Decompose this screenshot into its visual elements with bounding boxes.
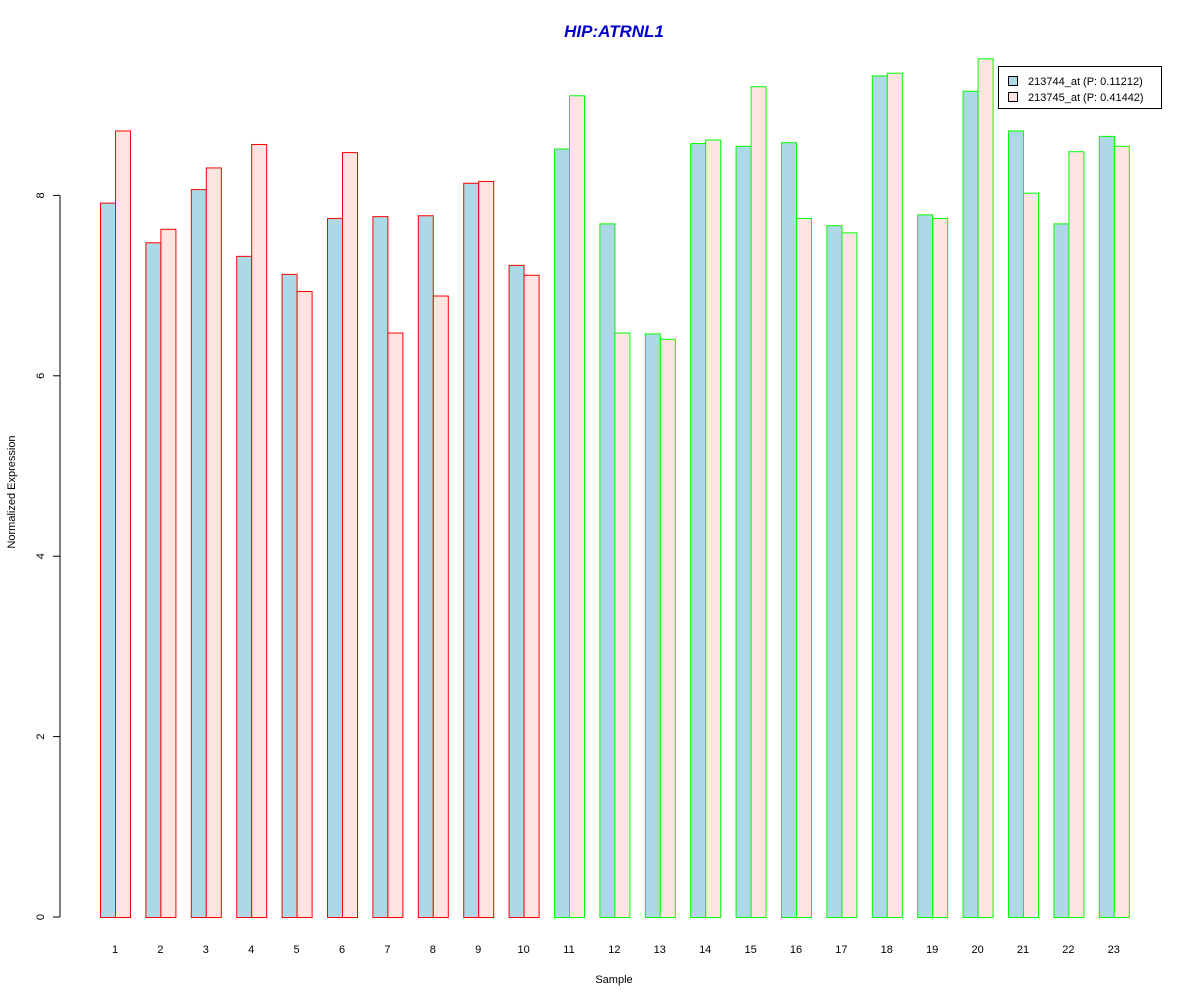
bar-series-1-sample-4 [236,255,253,919]
bar-series-2-sample-11 [569,95,585,918]
x-axis-tick-labels: 1 2 3 4 5 6 7 8 9 10 11 12 13 14 15 16 17 18 19 20 21 22 23 [112,944,1120,956]
x-tick-label: 5 [294,944,300,956]
bar-series-1-sample-15 [735,145,752,919]
bar-series-2-sample-22 [1068,151,1085,918]
x-axis-label: Sample [595,974,632,986]
x-tick-label: 22 [1062,944,1074,956]
bar-series-2-sample-20 [977,58,994,918]
bar-series-2-sample-18 [886,72,903,918]
bar-series-2-sample-8 [432,295,449,919]
x-tick-label: 21 [1017,944,1029,956]
bar-series-1-sample-18 [871,75,888,918]
bar-series-2-sample-1 [115,130,131,918]
x-tick-label: 4 [248,944,254,956]
bar-series-1-sample-19 [917,214,934,919]
bar-series [100,58,1130,919]
bar-series-1-sample-16 [781,142,797,918]
bar-series-1-sample-13 [644,333,661,918]
legend-label-2: 213745_at (P: 0.41442) [1028,92,1144,104]
legend-label-1: 213744_at (P: 0.11212) [1028,76,1143,88]
bar-series-1-sample-17 [826,225,843,918]
bar-series-2-sample-14 [705,139,722,918]
x-tick-label: 20 [971,944,983,956]
bar-series-1-sample-8 [417,215,434,918]
bar-series-2-sample-12 [614,332,631,918]
y-axis: 0 2 4 6 8 [35,192,61,920]
x-tick-label: 7 [384,944,390,956]
x-tick-label: 13 [654,944,666,956]
x-tick-label: 19 [926,944,938,956]
x-tick-label: 18 [881,944,893,956]
x-tick-label: 9 [475,944,481,956]
y-axis-tick-label: 4 [35,553,47,559]
y-axis-tick-label: 6 [35,373,47,379]
bar-series-1-sample-2 [145,242,162,918]
bar-series-1-sample-14 [690,143,707,919]
bar-series-2-sample-3 [205,167,222,919]
bar-series-2-sample-7 [387,332,404,918]
bar-series-1-sample-1 [100,202,116,918]
x-tick-label: 10 [517,944,529,956]
bar-series-2-sample-17 [841,232,858,918]
bar-series-2-sample-19 [932,217,949,918]
x-tick-label: 23 [1108,944,1120,956]
bar-series-2-sample-23 [1113,145,1130,919]
y-axis-tick-label: 8 [35,192,47,198]
x-tick-label: 17 [835,944,847,956]
x-tick-label: 1 [112,944,118,956]
bar-series-2-sample-13 [659,338,676,918]
bar-series-2-sample-4 [251,143,268,918]
x-tick-label: 2 [157,944,163,956]
bar-series-2-sample-10 [523,274,540,918]
bar-series-1-sample-22 [1053,223,1070,918]
legend-box [998,66,1162,109]
legend-swatch-1 [1008,76,1018,86]
bar-series-1-sample-6 [327,217,343,918]
y-axis-label: Normalized Expression [6,435,18,548]
bar-series-2-sample-9 [478,180,495,918]
x-tick-label: 14 [699,944,711,956]
bar-series-1-sample-3 [190,189,207,918]
x-tick-label: 3 [203,944,209,956]
y-axis-tick-label: 0 [35,914,47,920]
bar-series-2-sample-15 [750,86,767,919]
x-tick-label: 12 [608,944,620,956]
x-tick-label: 8 [430,944,436,956]
legend-swatch-2 [1008,92,1018,102]
bar-series-2-sample-5 [296,291,313,918]
bar-series-1-sample-23 [1098,135,1115,919]
x-tick-label: 16 [790,944,802,956]
bar-series-1-sample-11 [554,148,570,919]
y-axis-tick-label: 2 [35,734,47,740]
bar-series-1-sample-5 [281,273,298,918]
x-tick-label: 6 [339,944,345,956]
bar-series-2-sample-21 [1023,192,1039,919]
legend: 213744_at (P: 0.11212) 213745_at (P: 0.41… [998,66,1162,109]
bar-series-1-sample-21 [1008,130,1024,918]
bar-series-1-sample-9 [463,182,480,919]
bar-series-2-sample-16 [796,217,812,918]
bar-series-1-sample-12 [599,223,616,918]
x-tick-label: 15 [744,944,756,956]
chart-title: HIP:ATRNL1 [564,22,664,41]
bar-series-2-sample-2 [160,228,177,919]
x-tick-label: 11 [563,944,574,956]
bar-series-1-sample-20 [962,90,979,918]
bar-series-1-sample-7 [372,216,389,918]
bar-series-1-sample-10 [508,264,525,918]
bar-series-2-sample-6 [342,152,358,918]
